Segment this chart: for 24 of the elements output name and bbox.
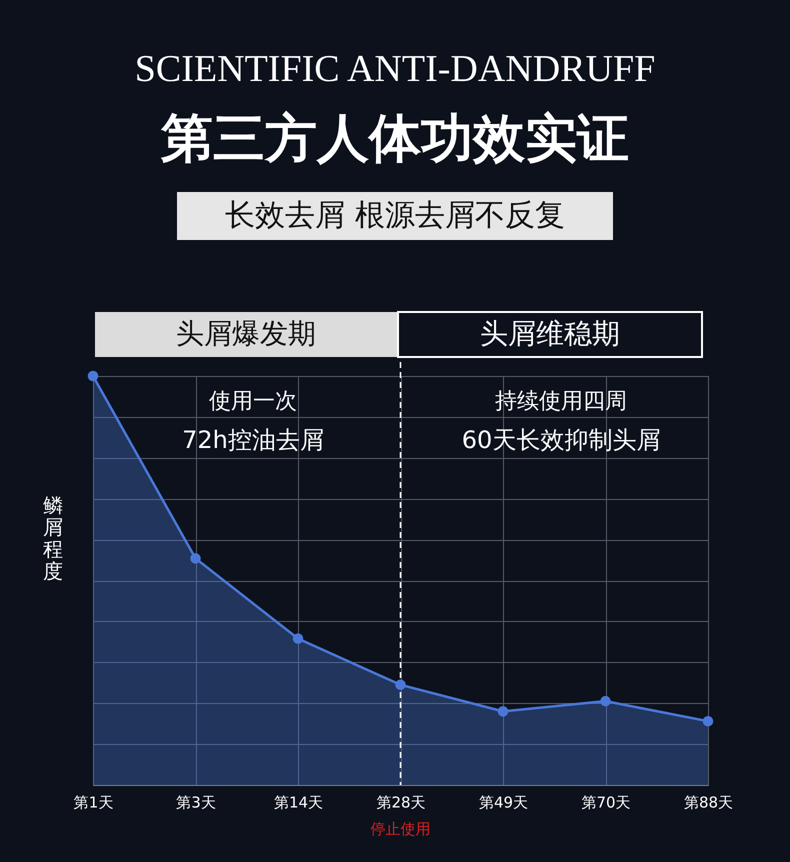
y-axis-title: 鳞屑程度 <box>43 493 63 583</box>
ref-line-label: 停止使用 <box>370 820 430 838</box>
text: 长效去屑 根源去屑不反复 <box>225 198 565 233</box>
point <box>292 633 304 644</box>
annotation: 使用一次 <box>209 389 297 414</box>
annotation: 60天长效抑制头屑 <box>462 426 660 454</box>
x-tick-label: 第70天 <box>581 794 631 812</box>
point <box>600 696 611 706</box>
annotation: 72h控油去屑 <box>182 426 324 454</box>
text: 头屑爆发期 <box>176 317 316 350</box>
point <box>88 370 98 382</box>
chart-title: SCIENTIFIC ANTI-DANDRUFF <box>134 48 656 90</box>
point <box>190 553 201 564</box>
x-tick-label: 第3天 <box>176 794 216 812</box>
point <box>498 706 508 717</box>
point <box>395 680 406 690</box>
chart-subtitle: 第三方人体功效实证 <box>160 109 629 169</box>
x-tick-label: 第28天 <box>376 794 426 812</box>
text: 头屑维稳期 <box>480 317 620 350</box>
x-tick-label: 第88天 <box>684 794 734 812</box>
x-tick-label: 第1天 <box>74 794 114 812</box>
x-tick-label: 第14天 <box>274 794 324 812</box>
x-tick-label: 第49天 <box>478 794 528 812</box>
annotation: 持续使用四周 <box>495 389 627 414</box>
